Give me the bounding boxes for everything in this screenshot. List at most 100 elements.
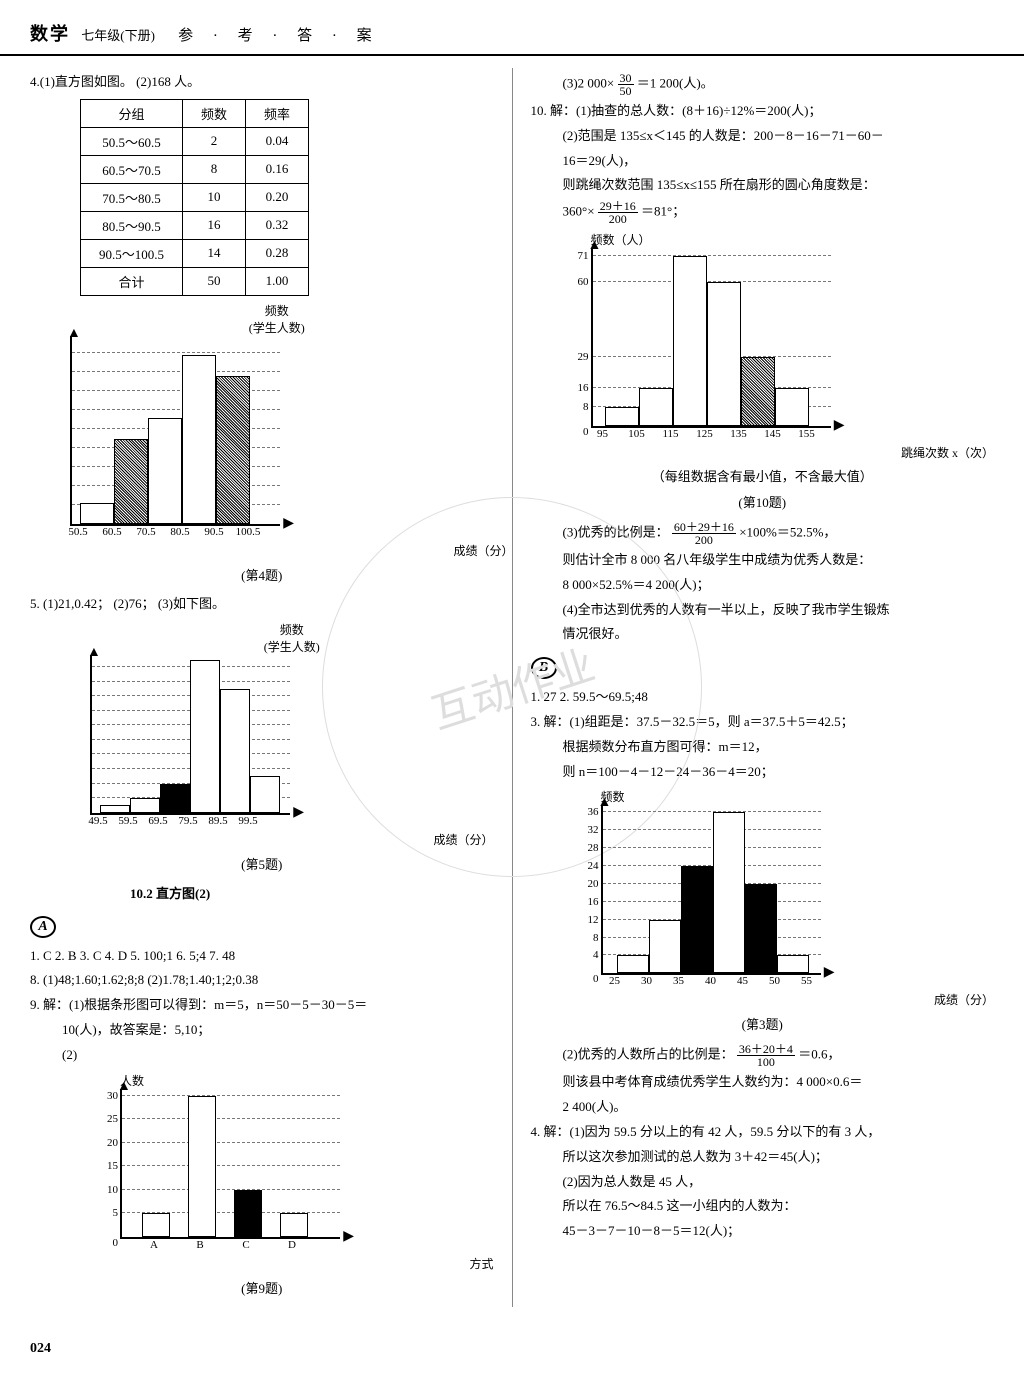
b3c: 则 n＝100－4－12－24－36－4＝20； xyxy=(563,762,995,783)
xtick: 70.5 xyxy=(132,526,160,538)
arrow-right-icon: ▶ xyxy=(283,515,294,532)
bar xyxy=(639,388,673,426)
chart10-wrap: 频数（人） ▲ ▶ 8162960710 9510511512513514515… xyxy=(591,231,995,461)
table-header: 分组 xyxy=(81,99,183,127)
bar xyxy=(216,376,250,524)
fraction: 3050 xyxy=(618,72,634,97)
b3-2d: 2 400(人)。 xyxy=(563,1097,995,1118)
bar xyxy=(182,355,216,524)
bar xyxy=(190,660,220,813)
fraction: 60＋29＋16200 xyxy=(672,521,736,546)
b3-2: (2)优秀的人数所占的比例是： 36＋20＋4100 ＝0.6， xyxy=(563,1043,995,1068)
badge-b: B xyxy=(531,657,557,679)
xtick: 50.5 xyxy=(64,526,92,538)
chart10: ▲ ▶ 8162960710 xyxy=(591,248,831,428)
q10-3c: 则估计全市 8 000 名八年级学生中成绩为优秀人数是： xyxy=(563,550,995,571)
b3-2c: 则该县中考体育成绩优秀学生人数约为：4 000×0.6＝ xyxy=(563,1072,995,1093)
bar xyxy=(741,357,775,427)
q10-4b: 情况很好。 xyxy=(563,624,995,645)
caption9: (第9题) xyxy=(30,1278,494,1297)
b4d: 所以在 76.5～84.5 这一小组内的人数为： xyxy=(563,1196,995,1217)
b4a: 4. 解：(1)因为 59.5 分以上的有 42 人，59.5 分以下的有 3 … xyxy=(531,1122,995,1143)
bar xyxy=(673,256,707,426)
bar xyxy=(775,388,809,426)
xtick: 49.5 xyxy=(84,815,112,827)
ytick: 28 xyxy=(588,842,603,854)
frequency-table: 分组频数频率 50.5～60.520.0460.5～70.580.1670.5～… xyxy=(80,99,309,296)
ytick: 36 xyxy=(588,806,603,818)
b1: 1. 27 2. 59.5～69.5;48 xyxy=(531,687,995,708)
table-row: 合计501.00 xyxy=(81,267,309,295)
r-top: (3)2 000× 3050 ＝1 200(人)。 xyxy=(563,72,995,97)
bar xyxy=(250,776,280,812)
xtick: B xyxy=(186,1239,214,1251)
page-number: 024 xyxy=(30,1341,51,1357)
answer-line: 10(人)，故答案是：5,10； xyxy=(62,1020,494,1041)
caption10: (第10题) xyxy=(531,492,995,511)
bar xyxy=(649,920,681,974)
ytick: 71 xyxy=(578,250,593,262)
xtick: 95 xyxy=(589,428,617,440)
answer-line: 9. 解：(1)根据条形图可以得到：m＝5，n＝50－5－30－5＝ xyxy=(30,995,494,1016)
xtick: 155 xyxy=(793,428,821,440)
xtick: 45 xyxy=(729,975,757,987)
xtick: 90.5 xyxy=(200,526,228,538)
arrow-right-icon: ▶ xyxy=(824,964,835,981)
caption3: (第3题) xyxy=(531,1014,995,1033)
table-header: 频率 xyxy=(246,99,309,127)
ytick: 15 xyxy=(107,1160,122,1172)
chart3: ▲ ▶ 48121620242832360 xyxy=(601,805,821,975)
arrow-up-icon: ▲ xyxy=(67,326,81,342)
bar xyxy=(188,1096,216,1237)
chart3-wrap: 频数 ▲ ▶ 48121620242832360 25303540455055 … xyxy=(601,788,995,1008)
b3b: 根据频数分布直方图可得：m＝12， xyxy=(563,737,995,758)
xtick: 125 xyxy=(691,428,719,440)
arrow-right-icon: ▶ xyxy=(834,417,845,434)
caption5: (第5题) xyxy=(30,854,494,873)
q10-3d: 8 000×52.5%＝4 200(人)； xyxy=(563,575,995,596)
arrow-right-icon: ▶ xyxy=(343,1228,354,1245)
left-column: 4.(1)直方图如图。 (2)168 人。 分组频数频率 50.5～60.520… xyxy=(30,68,512,1307)
bar xyxy=(160,784,190,813)
bar xyxy=(220,689,250,813)
section: 参 · 考 · 答 · 案 xyxy=(178,28,380,44)
chart9: ▲ ▶ 510152025300 xyxy=(120,1089,340,1239)
ytick: 8 xyxy=(593,932,603,944)
chart9-wrap: 人数 ▲ ▶ 510152025300 ABCD 方式 xyxy=(120,1072,494,1272)
chart9-xlabel: 方式 xyxy=(120,1255,494,1272)
xtick: 60.5 xyxy=(98,526,126,538)
ytick: 20 xyxy=(588,878,603,890)
q10-2d: 360°× 29＋16200 ＝81°； xyxy=(563,200,995,225)
bar xyxy=(100,805,130,812)
chart5: ▲ ▶ xyxy=(90,655,290,815)
q10-1: 10. 解：(1)抽查的总人数：(8＋16)÷12%＝200(人)； xyxy=(531,101,995,122)
q10-2: (2)范围是 135≤x＜145 的人数是：200－8－16－71－60－ xyxy=(563,126,995,147)
grade: 七年级(下册) xyxy=(81,28,155,43)
answer-line: 1. C 2. B 3. C 4. D 5. 100;1 6. 5;4 7. 4… xyxy=(30,946,494,967)
section-title: 10.2 直方图(2) xyxy=(130,883,494,902)
xtick: 105 xyxy=(623,428,651,440)
xtick: 145 xyxy=(759,428,787,440)
badge-a: A xyxy=(30,916,56,938)
chart9-ylabel: 人数 xyxy=(120,1072,494,1089)
xtick: D xyxy=(278,1239,306,1251)
xtick: 99.5 xyxy=(234,815,262,827)
q10-4: (4)全市达到优秀的人数有一半以上，反映了我市学生锻炼 xyxy=(563,600,995,621)
ytick: 32 xyxy=(588,824,603,836)
chart10-xlabel: 跳绳次数 x（次） xyxy=(591,444,995,461)
chart5-ylabel: 频数 (学生人数) xyxy=(90,621,494,655)
xtick: 40 xyxy=(697,975,725,987)
chart4-wrap: 频数 (学生人数) ▲ ▶ 50.560.570.580.590.5100.5 … xyxy=(70,302,494,559)
table-header: 频数 xyxy=(183,99,246,127)
xtick: 69.5 xyxy=(144,815,172,827)
xtick: C xyxy=(232,1239,260,1251)
ytick: 60 xyxy=(578,276,593,288)
xtick: 50 xyxy=(761,975,789,987)
ytick: 25 xyxy=(107,1113,122,1125)
xtick: 59.5 xyxy=(114,815,142,827)
answer-line: (2) xyxy=(62,1045,494,1066)
q10-2b: 16＝29(人)， xyxy=(563,151,995,172)
bar xyxy=(713,812,745,973)
bar xyxy=(114,439,148,523)
ytick: 29 xyxy=(578,351,593,363)
